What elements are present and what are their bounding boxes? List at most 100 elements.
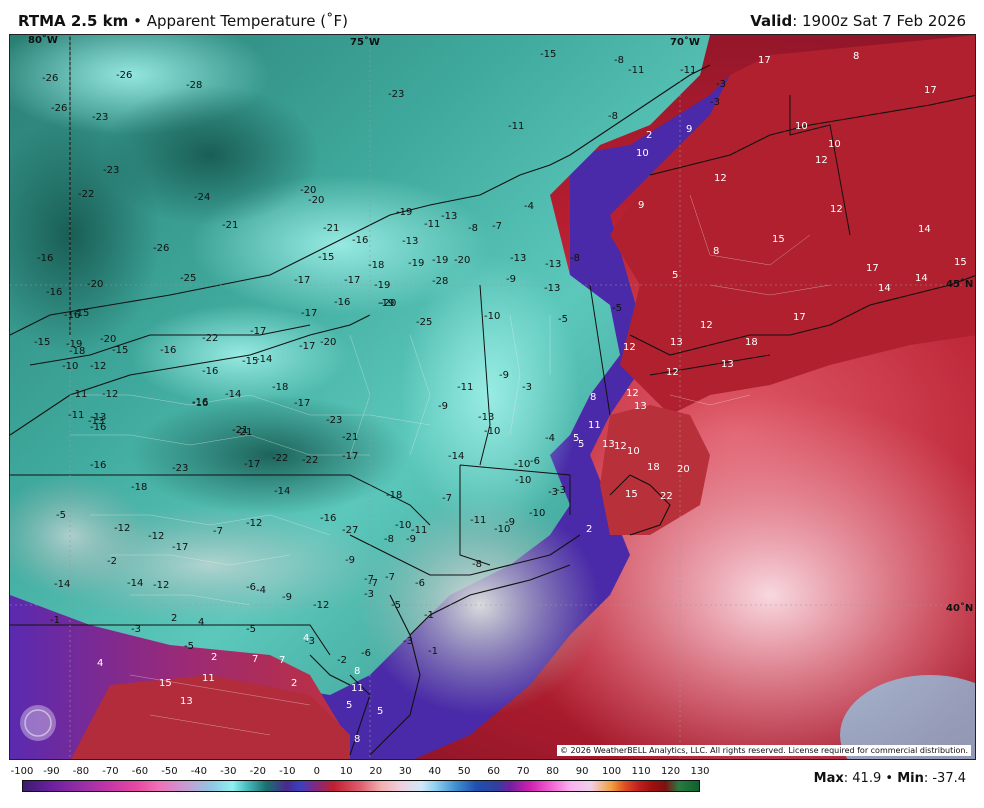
temperature-value-label: -18 (386, 490, 402, 501)
temperature-value-label: -15 (112, 345, 128, 356)
temperature-value-label: -16 (202, 366, 218, 377)
grid-label-75w: 75˚W (350, 36, 380, 48)
temperature-value-label: 15 (159, 678, 172, 689)
temperature-value-label: 12 (830, 204, 843, 215)
legend-tick-label: 30 (398, 766, 412, 777)
temperature-value-label: -6 (530, 456, 540, 467)
temperature-value-label: 10 (828, 139, 841, 150)
map-header: RTMA 2.5 km • Apparent Temperature (˚F) … (0, 0, 984, 34)
temperature-value-label: -11 (71, 389, 87, 400)
temperature-value-label: 20 (677, 464, 690, 475)
temperature-value-label: 12 (714, 173, 727, 184)
temperature-value-label: -19 (408, 258, 424, 269)
legend-tick-label: -30 (220, 766, 237, 777)
temperature-value-label: -18 (131, 482, 147, 493)
temperature-value-label: -3 (364, 589, 374, 600)
temperature-value-label: -8 (608, 111, 618, 122)
title-separator: • (133, 12, 142, 30)
legend-tick-label: 130 (690, 766, 710, 777)
temperature-value-label: -11 (457, 382, 473, 393)
temperature-value-label: -5 (391, 600, 401, 611)
temperature-value-label: -21 (222, 220, 238, 231)
temperature-value-label: -25 (180, 273, 196, 284)
legend-tick-label: -50 (161, 766, 178, 777)
temperature-value-label: -16 (334, 297, 350, 308)
temperature-value-label: -21 (323, 223, 339, 234)
temperature-value-label: -11 (68, 410, 84, 421)
temperature-value-label: -19 (396, 207, 412, 218)
temperature-value-label: -9 (505, 517, 515, 528)
temperature-value-label: 7 (279, 655, 285, 666)
temperature-value-label: -5 (246, 624, 256, 635)
temperature-value-label: 7 (252, 654, 258, 665)
temperature-value-label: -5 (558, 314, 568, 325)
temperature-value-label: -8 (614, 55, 624, 66)
temperature-value-label: -23 (103, 165, 119, 176)
temperature-value-label: -14 (54, 579, 70, 590)
temperature-value-label: -13 (441, 211, 457, 222)
temperature-value-label: 15 (772, 234, 785, 245)
legend-bar: -100 -90 -80 -70 -60 -50 -40 -30 -20 -10 0 10 20 30 40… (0, 760, 984, 808)
temperature-value-label: -25 (416, 317, 432, 328)
min-label: Min (897, 771, 924, 786)
max-label: Max (813, 771, 844, 786)
temperature-value-label: 13 (602, 439, 615, 450)
temperature-value-label: -15 (34, 337, 50, 348)
temperature-value-label: -16 (192, 398, 208, 409)
temperature-value-label: -16 (192, 397, 208, 408)
temperature-value-label: 5 (672, 270, 678, 281)
temperature-value-label: -26 (51, 103, 67, 114)
temperature-value-label: -10 (515, 475, 531, 486)
temperature-value-label: -13 (510, 253, 526, 264)
temperature-value-label: -8 (570, 253, 580, 264)
dot-separator: • (885, 771, 894, 786)
temperature-value-label: 14 (918, 224, 931, 235)
temperature-value-label: -21 (232, 425, 248, 436)
legend-tick-label: 20 (369, 766, 383, 777)
temperature-value-label: -20 (87, 279, 103, 290)
legend-tick-label: -90 (43, 766, 60, 777)
temperature-value-label: 18 (647, 462, 660, 473)
temperature-value-label: -15 (318, 252, 334, 263)
temperature-value-label: 17 (866, 263, 879, 274)
temperature-value-label: -8 (468, 223, 478, 234)
temperature-value-label: -27 (342, 525, 358, 536)
temperature-value-label: -22 (302, 455, 318, 466)
temperature-value-label: 8 (713, 246, 719, 257)
temperature-value-label: 12 (623, 342, 636, 353)
legend-tick-label: -80 (72, 766, 90, 777)
temperature-value-label: -17 (172, 542, 188, 553)
temperature-value-label: 8 (354, 666, 360, 677)
temperature-value-label: 10 (795, 121, 808, 132)
light-teal-area (130, 305, 350, 405)
temperature-value-label: -13 (402, 236, 418, 247)
temperature-value-label: -17 (299, 341, 315, 352)
temperature-value-label: 22 (660, 491, 673, 502)
temperature-value-label: 10 (636, 148, 649, 159)
max-value: : 41.9 (843, 771, 882, 786)
temperature-value-label: -23 (172, 463, 188, 474)
temperature-colorbar (22, 780, 700, 792)
temperature-value-label: 8 (354, 734, 360, 745)
temperature-value-label: -3 (556, 485, 566, 496)
temperature-value-label: -10 (514, 459, 530, 470)
temperature-value-label: -11 (424, 219, 440, 230)
temperature-value-label: 2 (211, 652, 217, 663)
temperature-value-label: -18 (368, 260, 384, 271)
temperature-value-label: 12 (815, 155, 828, 166)
temperature-value-label: -5 (184, 641, 194, 652)
temperature-value-label: -16 (90, 422, 106, 433)
temperature-value-label: -1 (50, 615, 60, 626)
temperature-value-label: -13 (478, 412, 494, 423)
temperature-value-label: 18 (745, 337, 758, 348)
temperature-value-label: -23 (326, 415, 342, 426)
temperature-value-label: -12 (90, 361, 106, 372)
field-name: Apparent Temperature (˚F) (146, 12, 349, 30)
temperature-value-label: -13 (545, 259, 561, 270)
temperature-value-label: -20 (320, 337, 336, 348)
temperature-value-label: -7 (385, 572, 395, 583)
temperature-value-label: 12 (626, 388, 639, 399)
temperature-value-label: 2 (586, 524, 592, 535)
temperature-value-label: -15 (540, 49, 556, 60)
temperature-value-label: -10 (529, 508, 545, 519)
